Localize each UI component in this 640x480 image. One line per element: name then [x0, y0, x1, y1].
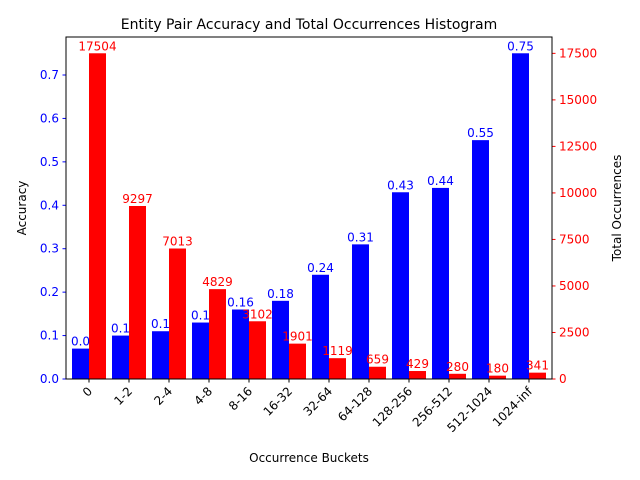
bar-label-occurrences-512-1024: 180 [486, 362, 509, 376]
bar-accuracy-16-32 [272, 300, 289, 379]
bar-label-accuracy-32-64: 0.24 [307, 261, 334, 275]
left-tick-label-5: 0.5 [40, 155, 59, 169]
x-tick-label-64-128: 64-128 [335, 384, 375, 424]
bar-label-accuracy-1024-inf: 0.75 [507, 39, 534, 53]
bar-occurrences-4-8 [209, 289, 226, 379]
bar-accuracy-1024-inf [512, 53, 529, 380]
bar-label-occurrences-256-512: 280 [446, 360, 469, 374]
bar-label-accuracy-8-16: 0.16 [227, 296, 254, 310]
bar-label-occurrences-128-256: 429 [406, 357, 429, 371]
bar-label-accuracy-512-1024: 0.55 [467, 126, 494, 140]
bar-occurrences-32-64 [329, 358, 346, 379]
x-tick-label-2-4: 2-4 [151, 384, 175, 408]
x-axis: 0 1-2 2-4 4-8 8-16 16-32 32-64 64-128128-256256… [80, 379, 536, 435]
right-tick-label-2: 5000 [559, 279, 590, 293]
bar-label-occurrences-4-8: 4829 [202, 275, 233, 289]
x-axis-title: Occurrence Buckets [249, 451, 369, 465]
right-axis-title: Total Occurrences [610, 155, 624, 263]
bar-accuracy-32-64 [312, 274, 329, 379]
bar-accuracy-512-1024 [472, 140, 489, 379]
bar-occurrences-1024-inf [529, 372, 546, 379]
x-tick-label-1024-inf: 1024-inf [490, 384, 536, 430]
right-tick-label-7: 17500 [559, 46, 597, 60]
left-tick-label-4: 0.4 [40, 198, 59, 212]
bar-accuracy-0 [72, 348, 89, 379]
bar-occurrences-256-512 [449, 373, 466, 379]
right-y-axis: 0 2500 5000 7500 10000 12500 15000 17500 [552, 46, 597, 386]
right-tick-label-6: 15000 [559, 93, 597, 107]
x-tick-label-16-32: 16-32 [261, 384, 296, 419]
bar-occurrences-8-16 [249, 321, 266, 379]
bar-label-accuracy-0: 0.0 [71, 335, 90, 349]
bar-label-accuracy-256-512: 0.44 [427, 174, 454, 188]
x-tick-label-128-256: 128-256 [370, 384, 415, 429]
bar-label-accuracy-1-2: 0.1 [111, 322, 130, 336]
left-tick-label-6: 0.6 [40, 111, 59, 125]
x-tick-label-4-8: 4-8 [191, 384, 215, 408]
bar-label-accuracy-64-128: 0.31 [347, 230, 374, 244]
bar-occurrences-128-256 [409, 371, 426, 379]
bar-occurrences-2-4 [169, 248, 186, 379]
left-tick-label-3: 0.3 [40, 242, 59, 256]
bar-label-occurrences-2-4: 7013 [162, 235, 193, 249]
bar-label-occurrences-64-128: 659 [366, 353, 389, 367]
x-tick-label-1-2: 1-2 [111, 384, 135, 408]
left-tick-label-0: 0.0 [40, 372, 59, 386]
plot-frame [65, 36, 553, 380]
bar-accuracy-2-4 [152, 331, 169, 379]
bar-occurrences-16-32 [289, 343, 306, 379]
x-tick-label-8-16: 8-16 [226, 384, 255, 413]
bar-occurrences-512-1024 [489, 375, 506, 379]
x-tick-label-0: 0 [80, 384, 95, 399]
x-tick-label-32-64: 32-64 [301, 384, 336, 419]
bar-label-accuracy-16-32: 0.18 [267, 287, 294, 301]
bar-accuracy-256-512 [432, 187, 449, 379]
bar-occurrences-64-128 [369, 366, 386, 379]
left-tick-label-2: 0.2 [40, 285, 59, 299]
bar-label-occurrences-8-16: 3102 [242, 307, 273, 321]
bar-label-occurrences-32-64: 1119 [322, 344, 353, 358]
bar-label-occurrences-0: 17504 [78, 39, 116, 53]
left-tick-label-7: 0.7 [40, 68, 59, 82]
left-y-axis: 0.0 0.1 0.2 0.3 0.4 0.5 0.6 0.7 [40, 68, 66, 386]
bar-label-occurrences-1024-inf: 341 [526, 359, 549, 373]
right-tick-label-0: 0 [559, 372, 567, 386]
left-tick-label-1: 0.1 [40, 329, 59, 343]
right-tick-label-3: 7500 [559, 232, 590, 246]
right-tick-label-5: 12500 [559, 139, 597, 153]
bar-accuracy-64-128 [352, 244, 369, 379]
bar-occurrences-1-2 [129, 206, 146, 379]
bar-occurrences-0 [89, 53, 106, 380]
right-tick-label-4: 10000 [559, 186, 597, 200]
bar-accuracy-4-8 [192, 322, 209, 379]
bar-accuracy-128-256 [392, 192, 409, 379]
bar-label-occurrences-16-32: 1901 [282, 330, 313, 344]
chart-title: Entity Pair Accuracy and Total Occurrenc… [121, 17, 498, 33]
bar-accuracy-8-16 [232, 309, 249, 379]
bar-label-accuracy-4-8: 0.1 [191, 309, 210, 323]
bar-accuracy-1-2 [112, 335, 129, 379]
right-tick-label-1: 2500 [559, 325, 590, 339]
bars-layer [72, 53, 546, 380]
bar-label-occurrences-1-2: 9297 [122, 192, 153, 206]
bar-label-accuracy-128-256: 0.43 [387, 178, 414, 192]
left-axis-title: Accuracy [15, 181, 29, 236]
bar-label-accuracy-2-4: 0.1 [151, 317, 170, 331]
